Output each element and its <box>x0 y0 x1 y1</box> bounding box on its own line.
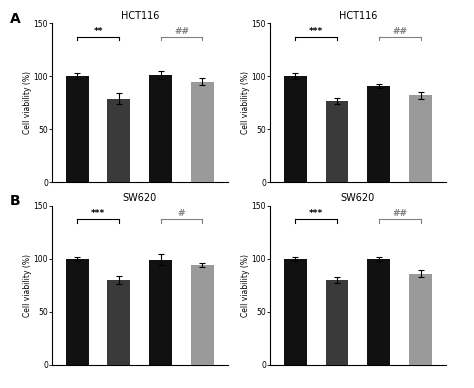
Text: ***: *** <box>91 210 105 218</box>
Text: RPMTG (250 μg/ml): RPMTG (250 μg/ml) <box>53 232 110 237</box>
Bar <box>409 274 432 365</box>
Text: A: A <box>9 12 20 26</box>
Text: +: + <box>116 230 122 239</box>
Text: +: + <box>334 230 340 239</box>
Text: SB203580 (10 μM): SB203580 (10 μM) <box>271 212 326 217</box>
Text: +: + <box>417 210 424 219</box>
Bar <box>191 81 214 182</box>
Text: -: - <box>294 210 297 219</box>
Bar <box>284 76 307 182</box>
Text: -: - <box>76 210 79 219</box>
Text: +: + <box>199 230 206 239</box>
Text: -: - <box>159 230 162 239</box>
Text: ##: ## <box>392 27 407 36</box>
Text: -: - <box>336 210 338 219</box>
Bar <box>66 76 89 182</box>
Text: RPMTG (250 μg/ml): RPMTG (250 μg/ml) <box>271 232 328 237</box>
Text: B: B <box>9 194 20 208</box>
Bar <box>108 99 130 182</box>
Text: ##: ## <box>174 27 189 36</box>
Text: ***: *** <box>309 27 323 36</box>
Y-axis label: Cell viability (%): Cell viability (%) <box>23 254 32 317</box>
Bar <box>149 260 172 365</box>
Title: SW620: SW620 <box>123 194 157 203</box>
Text: +: + <box>375 210 382 219</box>
Text: SP600125 (10 μM): SP600125 (10 μM) <box>53 212 107 217</box>
Bar <box>191 265 214 365</box>
Y-axis label: Cell viability (%): Cell viability (%) <box>23 71 32 134</box>
Text: +: + <box>199 210 206 219</box>
Bar <box>326 280 348 365</box>
Text: -: - <box>294 230 297 239</box>
Title: HCT116: HCT116 <box>121 11 159 21</box>
Bar <box>409 95 432 182</box>
Text: **: ** <box>93 27 103 36</box>
Text: +: + <box>157 210 164 219</box>
Y-axis label: Cell viability (%): Cell viability (%) <box>241 71 250 134</box>
Text: -: - <box>377 230 380 239</box>
Bar <box>367 259 390 365</box>
Text: -: - <box>118 210 120 219</box>
Bar <box>367 86 390 182</box>
Text: #: # <box>178 210 185 218</box>
Bar <box>326 101 348 182</box>
Text: ##: ## <box>392 210 407 218</box>
Bar <box>108 280 130 365</box>
Title: HCT116: HCT116 <box>339 11 377 21</box>
Bar <box>66 259 89 365</box>
Y-axis label: Cell viability (%): Cell viability (%) <box>241 254 250 317</box>
Title: SW620: SW620 <box>341 194 375 203</box>
Bar <box>149 75 172 182</box>
Text: -: - <box>76 230 79 239</box>
Text: +: + <box>417 230 424 239</box>
Text: ***: *** <box>309 210 323 218</box>
Bar <box>284 259 307 365</box>
